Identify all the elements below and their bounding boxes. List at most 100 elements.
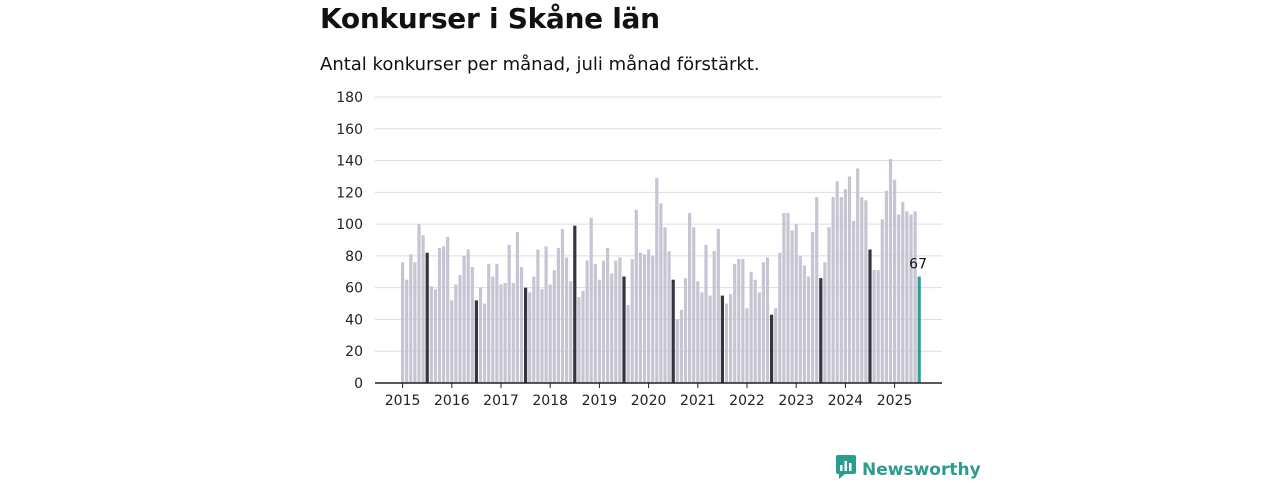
- bar: [507, 244, 511, 383]
- y-tick-label: 60: [345, 281, 363, 297]
- bar: [478, 287, 483, 383]
- bar: [466, 249, 470, 383]
- bar: [446, 236, 450, 383]
- bar: [888, 158, 893, 383]
- x-axis-ticks: 2015 2016 2017 2018 2019 2020 2021 2022 2023 2024…: [385, 383, 913, 409]
- bar: [720, 295, 724, 383]
- bar: [815, 197, 819, 383]
- bar: [831, 197, 835, 383]
- bar: [565, 257, 569, 383]
- bar: [634, 209, 638, 383]
- bar: [802, 265, 806, 383]
- bar: [544, 246, 548, 383]
- bar: [454, 284, 458, 383]
- bar: [437, 247, 442, 383]
- newsworthy-logo-icon: [836, 455, 856, 484]
- bar: [901, 201, 905, 383]
- bar: [761, 262, 765, 383]
- y-tick-label: 180: [336, 90, 363, 106]
- bar: [753, 279, 757, 383]
- bar: [692, 227, 696, 383]
- bar: [626, 305, 630, 383]
- bar: [552, 270, 556, 383]
- x-tick-label: 2025: [877, 393, 913, 409]
- bar: [495, 263, 499, 383]
- bar: [897, 214, 901, 383]
- bar: [708, 295, 712, 383]
- y-tick-label: 160: [336, 122, 363, 138]
- bar: [741, 259, 745, 383]
- newsworthy-brand[interactable]: Newsworthy: [836, 455, 981, 484]
- bar: [724, 303, 729, 383]
- bar: [868, 249, 872, 383]
- bar: [606, 247, 610, 383]
- bar: [413, 262, 417, 383]
- bar: [429, 286, 433, 383]
- latest-value-label: 67: [909, 257, 927, 273]
- bar: [712, 251, 716, 383]
- bar: [872, 270, 876, 383]
- chart-subtitle: Antal konkurser per månad, juli månad fö…: [320, 54, 760, 75]
- bar: [651, 255, 655, 383]
- y-tick-label: 40: [345, 312, 363, 328]
- bar: [597, 279, 601, 383]
- x-tick-label: 2022: [729, 393, 765, 409]
- y-axis-ticks: 0 20 40 60 80 100 120 140 160 180: [336, 90, 363, 392]
- y-tick-label: 0: [354, 376, 363, 392]
- bar: [409, 254, 413, 383]
- bar: [458, 274, 462, 383]
- gridlines: [375, 96, 942, 352]
- bar: [499, 284, 503, 383]
- bar: [786, 212, 790, 383]
- bar: [774, 308, 778, 383]
- bar: [823, 262, 827, 383]
- bar: [519, 267, 524, 383]
- bar: [860, 197, 864, 383]
- x-tick-label: 2015: [385, 393, 421, 409]
- bar: [716, 228, 720, 383]
- bar: [852, 220, 856, 383]
- bar: [880, 219, 884, 383]
- bar: [425, 252, 429, 383]
- bar: [659, 203, 663, 383]
- bar: [642, 254, 647, 383]
- bar: [573, 225, 577, 383]
- bar: [745, 308, 749, 383]
- bar: [630, 259, 634, 383]
- bar: [556, 247, 560, 383]
- y-tick-label: 20: [345, 344, 363, 360]
- bar: [433, 289, 437, 383]
- bar: [663, 227, 667, 383]
- bar: [843, 189, 847, 383]
- y-tick-label: 100: [336, 217, 363, 233]
- bar: [442, 246, 446, 383]
- bar: [421, 235, 425, 383]
- x-tick-label: 2020: [631, 393, 667, 409]
- bar: [749, 271, 753, 383]
- brand-name: Newsworthy: [862, 459, 981, 480]
- bar: [667, 251, 671, 383]
- bar: [585, 260, 589, 383]
- bar: [737, 259, 741, 383]
- bar: [856, 168, 860, 383]
- bar: [876, 270, 880, 383]
- bars: [401, 158, 921, 383]
- bar: [675, 319, 679, 383]
- bar: [483, 303, 487, 383]
- bar: [560, 228, 565, 383]
- bar: [778, 252, 782, 383]
- bar: [655, 178, 659, 383]
- bar: [417, 224, 421, 383]
- bar: [569, 281, 573, 383]
- bar: [405, 279, 409, 383]
- bar: [770, 314, 774, 383]
- bar: [515, 232, 519, 383]
- bar: [884, 190, 888, 383]
- x-tick-label: 2019: [582, 393, 618, 409]
- bar: [503, 282, 507, 383]
- bar: [581, 290, 585, 383]
- bar: [589, 217, 593, 383]
- bar: [450, 300, 454, 383]
- chart-title: Konkurser i Skåne län: [320, 2, 660, 35]
